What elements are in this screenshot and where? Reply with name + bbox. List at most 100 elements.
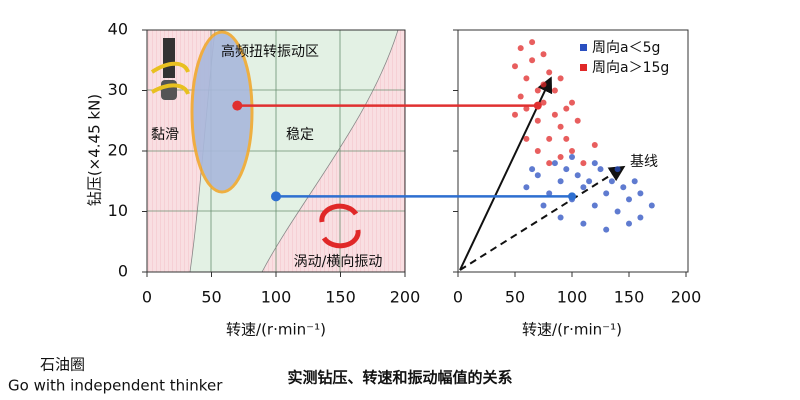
x-tick-label: 200	[390, 288, 421, 307]
scatter-point	[540, 99, 547, 106]
scatter-point	[591, 141, 598, 148]
y-tick-label: 20	[108, 141, 128, 160]
x-tick-label: 150	[614, 288, 645, 307]
scatter-point	[608, 178, 615, 185]
scatter-point	[637, 214, 644, 221]
scatter-point	[529, 39, 536, 46]
scatter-point	[563, 105, 570, 112]
scatter-point	[534, 148, 541, 154]
y-tick-label: 30	[108, 80, 128, 99]
point	[271, 191, 281, 202]
x-tick-label: 100	[261, 288, 292, 307]
point-end	[533, 101, 542, 110]
y-label: 钻压(×4.45 kN)	[86, 94, 104, 206]
scatter-point	[597, 166, 604, 173]
scatter-point	[586, 178, 593, 185]
scatter-point	[557, 178, 564, 185]
scatter-point	[517, 93, 524, 100]
scatter-point	[569, 154, 575, 161]
scatter-point	[540, 81, 547, 88]
scatter-point	[557, 75, 564, 82]
scatter-point	[648, 202, 655, 209]
scatter-point	[569, 99, 575, 106]
scatter-point	[551, 87, 558, 94]
scatter-point	[523, 135, 530, 142]
x-tick-label: 50	[201, 288, 221, 307]
legend-swatch	[580, 44, 587, 51]
y-tick-label: 10	[108, 201, 128, 220]
point	[232, 100, 243, 111]
x-tick-label: 0	[142, 288, 152, 307]
scatter-point	[546, 190, 553, 197]
watermark-slogan: Go with independent thinker	[8, 377, 223, 395]
scatter-point	[563, 166, 570, 173]
legend-label: 周向a＜5g	[592, 40, 660, 56]
scatter-point	[523, 75, 530, 82]
whirl-icon	[319, 203, 361, 249]
baseline-arrow	[459, 165, 626, 271]
watermark-name: 石油圈	[40, 356, 85, 374]
legend-swatch	[580, 64, 587, 71]
annotation: 基线	[630, 153, 658, 170]
scatter-point	[580, 184, 587, 191]
region-label: 涡动/横向振动	[294, 254, 383, 270]
bit-icon	[150, 38, 190, 100]
scatter-point	[614, 166, 621, 173]
legend-label: 周向a＞15g	[592, 60, 669, 76]
scatter-point	[603, 226, 610, 233]
scatter-point	[574, 172, 581, 179]
scatter-point	[534, 172, 541, 179]
caption: 实测钻压、转速和振动幅值的关系	[287, 369, 512, 387]
scatter-point	[580, 160, 587, 167]
x-tick-label: 200	[671, 288, 702, 307]
torsional-zone	[190, 30, 254, 194]
scatter-point	[614, 208, 621, 215]
scatter-point	[512, 63, 518, 70]
scatter-point	[580, 220, 587, 227]
scatter-point	[529, 166, 536, 173]
scatter-point	[551, 160, 558, 167]
region-label: 稳定	[286, 127, 314, 143]
scatter-point	[631, 178, 638, 185]
scatter-point	[546, 135, 553, 142]
scatter-point	[523, 105, 530, 112]
x-label: 转速/(r·min⁻¹)	[522, 321, 622, 339]
x-tick-label: 50	[505, 288, 525, 307]
scatter-point	[540, 202, 547, 209]
scatter-point	[557, 154, 564, 161]
region-label: 高频扭转振动区	[221, 43, 319, 60]
scatter-point	[540, 51, 547, 58]
scatter-point	[523, 184, 530, 191]
x-label: 转速/(r·min⁻¹)	[226, 321, 326, 339]
scatter-point	[512, 111, 518, 118]
x-tick-label: 100	[557, 288, 588, 307]
y-tick-label: 40	[108, 20, 128, 39]
region-label: 黏滑	[151, 126, 179, 143]
scatter-point	[626, 220, 632, 227]
scatter-point	[637, 190, 644, 197]
y-tick-label: 0	[118, 262, 128, 281]
scatter-point	[603, 190, 610, 197]
x-tick-label: 150	[325, 288, 356, 307]
scatter-point	[569, 148, 575, 154]
x-tick-label: 0	[453, 288, 463, 307]
scatter-point	[563, 135, 570, 142]
scatter-point	[626, 196, 632, 203]
scatter-point	[546, 160, 553, 167]
scatter-point	[591, 160, 598, 167]
scatter-point	[574, 117, 581, 124]
scatter-point	[591, 202, 598, 209]
scatter-point	[551, 111, 558, 118]
scatter-point	[557, 214, 564, 221]
scatter-point	[534, 87, 541, 94]
legend-bg	[575, 34, 685, 78]
scatter-point	[546, 69, 553, 76]
trend-arrow	[459, 76, 553, 271]
scatter-point	[620, 184, 627, 191]
scatter-point	[534, 117, 541, 124]
scatter-point	[557, 123, 564, 130]
point-end	[568, 192, 576, 201]
scatter-point	[517, 45, 524, 52]
scatter-point	[529, 57, 536, 64]
